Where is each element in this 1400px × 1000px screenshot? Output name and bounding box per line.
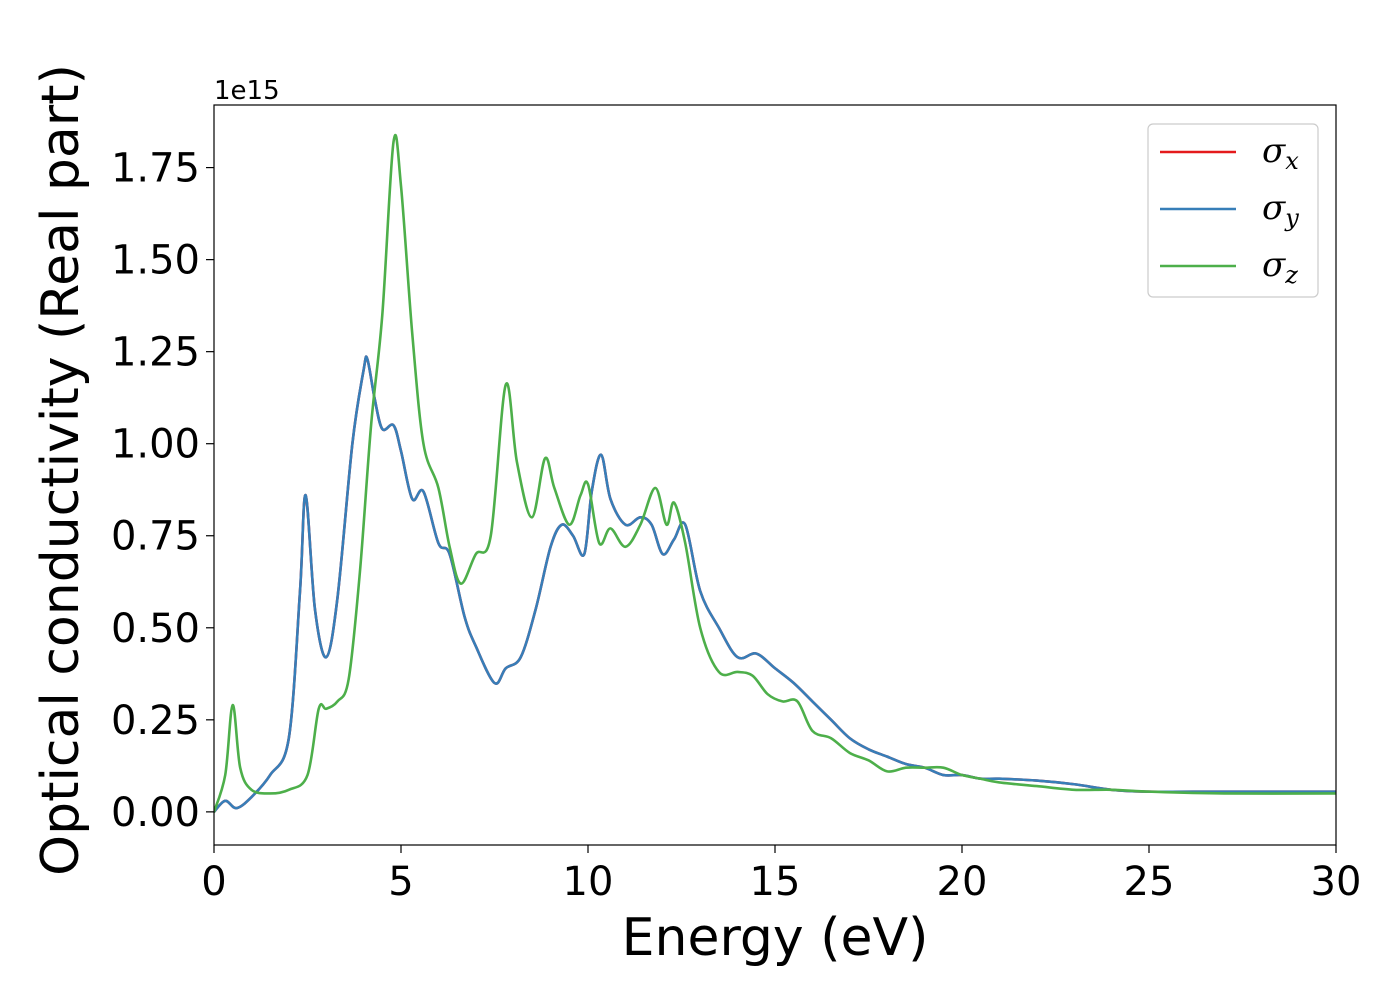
y-tick-label: 1.75 — [111, 146, 200, 192]
x-tick-label: 0 — [201, 859, 226, 905]
legend-box — [1147, 123, 1319, 298]
y-offset-label: 1e15 — [214, 76, 280, 106]
series-layer — [214, 133, 1336, 814]
series-line-z — [214, 133, 1336, 814]
x-tick-label: 20 — [937, 859, 988, 905]
x-tick-label: 5 — [388, 859, 413, 905]
x-tick-label: 15 — [750, 859, 801, 905]
y-tick-label: 1.00 — [111, 422, 200, 468]
y-tick-label: 0.00 — [111, 790, 200, 836]
x-tick-label: 10 — [563, 859, 614, 905]
y-tick-label: 0.25 — [111, 698, 200, 744]
x-tick-label: 25 — [1124, 859, 1175, 905]
y-tick-label: 0.75 — [111, 514, 200, 560]
legend-label-z: σz — [1262, 245, 1298, 289]
legend: σx σy σz — [1147, 123, 1319, 298]
series-line-y — [214, 355, 1336, 814]
y-tick-label: 1.25 — [111, 330, 200, 376]
x-axis: 0 5 10 15 20 25 30 — [201, 845, 1361, 905]
x-axis-label: Energy (eV) — [622, 908, 929, 968]
x-tick-label: 30 — [1311, 859, 1362, 905]
legend-label-x: σx — [1262, 131, 1299, 175]
legend-label-y: σy — [1262, 188, 1299, 232]
y-tick-label: 0.50 — [111, 606, 200, 652]
y-axis-label: Optical conductivity (Real part) — [31, 64, 91, 876]
y-axis: 0.00 0.25 0.50 0.75 1.00 1.25 1.50 1.75 — [111, 146, 214, 836]
y-tick-label: 1.50 — [111, 238, 200, 284]
